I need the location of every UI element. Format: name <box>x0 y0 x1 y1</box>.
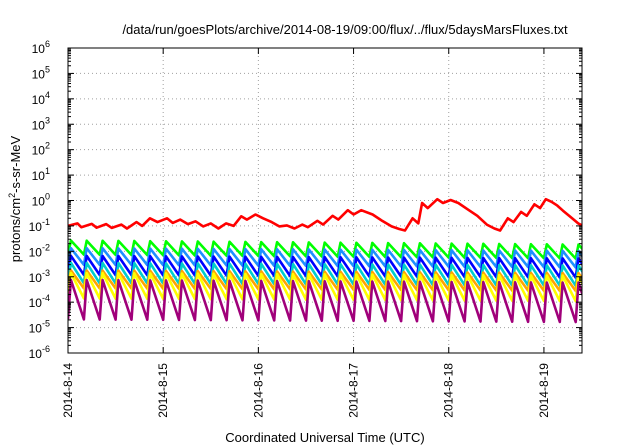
y-axis-ticks: 10-610-510-410-310-210-11001011021031041… <box>29 39 582 361</box>
grid <box>68 48 582 353</box>
y-tick-exponent: -4 <box>42 293 50 303</box>
y-tick-base: 10 <box>29 220 43 234</box>
y-tick-exponent: 3 <box>45 115 50 125</box>
y-tick-label: 10-2 <box>29 242 50 259</box>
y-tick-exponent: -1 <box>42 217 50 227</box>
y-tick-base: 10 <box>29 245 43 259</box>
x-tick-label: 2014-8-15 <box>156 363 170 418</box>
y-tick-label: 105 <box>32 64 50 81</box>
y-tick-base: 10 <box>32 169 46 183</box>
y-axis-label-rest: -s-sr-MeV <box>8 135 23 192</box>
series-line-1 <box>68 197 582 232</box>
y-tick-exponent: 1 <box>45 166 50 176</box>
y-tick-base: 10 <box>32 118 46 132</box>
y-tick-exponent: 6 <box>45 39 50 49</box>
y-tick-exponent: -5 <box>42 319 50 329</box>
y-tick-base: 10 <box>29 296 43 310</box>
y-tick-label: 10-1 <box>29 217 50 234</box>
y-tick-label: 10-6 <box>29 344 50 361</box>
series-line-2 <box>68 239 582 260</box>
y-tick-exponent: 0 <box>45 192 50 202</box>
y-tick-label: 10-3 <box>29 268 50 285</box>
y-axis-label-sup: 2 <box>7 193 17 198</box>
x-tick-label: 2014-8-19 <box>537 363 551 418</box>
x-axis-label: Coordinated Universal Time (UTC) <box>225 430 424 445</box>
y-tick-label: 10-4 <box>29 293 50 310</box>
y-tick-label: 103 <box>32 115 50 132</box>
y-tick-base: 10 <box>32 144 46 158</box>
plot-series <box>68 197 582 324</box>
y-axis-label-base: protons/cm <box>8 198 23 262</box>
series-line-8 <box>68 278 582 324</box>
y-tick-base: 10 <box>32 67 46 81</box>
y-tick-base: 10 <box>29 347 43 361</box>
y-tick-base: 10 <box>29 271 43 285</box>
y-tick-exponent: 4 <box>45 90 50 100</box>
y-tick-base: 10 <box>32 42 46 56</box>
x-tick-label: 2014-8-16 <box>251 363 265 418</box>
y-tick-label: 10-5 <box>29 319 50 336</box>
y-tick-base: 10 <box>32 195 46 209</box>
y-tick-exponent: 2 <box>45 141 50 151</box>
y-tick-exponent: -3 <box>42 268 50 278</box>
y-tick-exponent: -2 <box>42 242 50 252</box>
y-tick-label: 102 <box>32 141 50 158</box>
x-tick-label: 2014-8-18 <box>442 363 456 418</box>
y-tick-label: 100 <box>32 192 50 209</box>
y-tick-base: 10 <box>32 93 46 107</box>
x-tick-label: 2014-8-17 <box>347 363 361 418</box>
y-tick-label: 104 <box>32 90 50 107</box>
chart-title: /data/run/goesPlots/archive/2014-08-19/0… <box>122 22 568 37</box>
x-tick-label: 2014-8-14 <box>61 363 75 418</box>
y-tick-label: 101 <box>32 166 50 183</box>
x-axis-ticks: 2014-8-14 2014-8-15 2014-8-16 2014-8-17 2014… <box>61 48 551 418</box>
y-axis-label: protons/cm2-s-sr-MeV <box>7 135 23 262</box>
y-tick-base: 10 <box>29 322 43 336</box>
y-tick-exponent: 5 <box>45 64 50 74</box>
y-tick-label: 106 <box>32 39 50 56</box>
y-tick-exponent: -6 <box>42 344 50 354</box>
